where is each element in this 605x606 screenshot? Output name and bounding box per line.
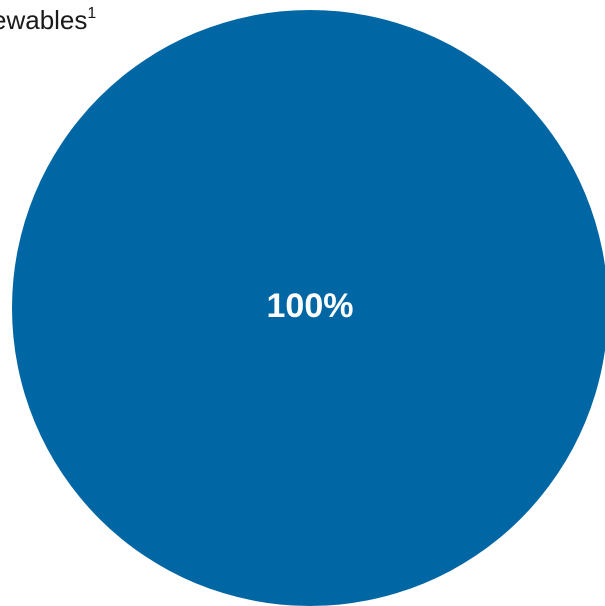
slice-category-text: ewables [0, 5, 88, 35]
pie-slice-0 [12, 10, 605, 606]
footnote-marker: 1 [87, 5, 97, 22]
pie-slices [12, 10, 605, 606]
slice-category-label: ewables1 [0, 4, 96, 36]
slice-value-label: 100% [267, 287, 354, 325]
